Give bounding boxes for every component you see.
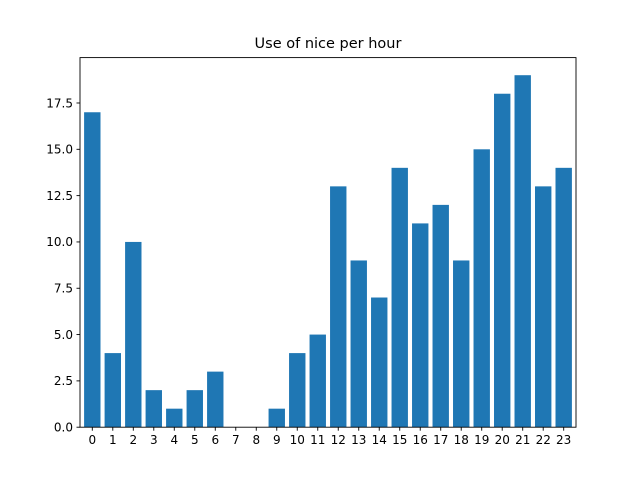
bar-13 xyxy=(350,260,367,428)
y-tick-label-5: 12.5 xyxy=(46,189,73,203)
bar-18 xyxy=(453,260,470,428)
x-tick-label-7: 7 xyxy=(232,433,240,447)
x-tick-label-0: 0 xyxy=(88,433,96,447)
bar-9 xyxy=(268,408,285,428)
x-tick-label-12: 12 xyxy=(331,433,346,447)
bar-2 xyxy=(125,241,142,428)
x-tick-label-16: 16 xyxy=(413,433,428,447)
bar-group xyxy=(84,75,572,428)
x-tick-label-2: 2 xyxy=(129,433,137,447)
bar-12 xyxy=(330,186,347,428)
x-tick-label-4: 4 xyxy=(170,433,178,447)
x-tick-label-1: 1 xyxy=(109,433,117,447)
y-tick-label-1: 2.5 xyxy=(54,374,73,388)
x-tick-label-8: 8 xyxy=(252,433,260,447)
bar-23 xyxy=(555,167,572,428)
x-tick-label-14: 14 xyxy=(372,433,387,447)
bar-19 xyxy=(473,149,490,428)
x-tick-label-10: 10 xyxy=(290,433,305,447)
bar-0 xyxy=(84,112,101,428)
x-tick-label-13: 13 xyxy=(351,433,366,447)
y-tick-label-2: 5.0 xyxy=(54,328,73,342)
x-tick-label-19: 19 xyxy=(474,433,489,447)
y-tick-label-7: 17.5 xyxy=(46,96,73,110)
x-tick-label-20: 20 xyxy=(495,433,510,447)
chart-title: Use of nice per hour xyxy=(255,36,402,52)
y-tick-label-6: 15.0 xyxy=(46,143,73,157)
bar-10 xyxy=(289,353,306,428)
bar-4 xyxy=(166,408,183,428)
bar-21 xyxy=(514,75,531,428)
x-tick-label-11: 11 xyxy=(310,433,325,447)
plot-frame xyxy=(79,57,577,428)
bar-14 xyxy=(371,297,388,428)
y-axis: 0.0 2.5 5.0 7.5 10.0 12.5 15.0 17.5 xyxy=(46,96,80,435)
y-tick-label-0: 0.0 xyxy=(54,421,73,435)
x-tick-label-6: 6 xyxy=(211,433,219,447)
bar-20 xyxy=(494,93,511,428)
y-tick-label-4: 10.0 xyxy=(46,235,73,249)
x-tick-label-18: 18 xyxy=(454,433,469,447)
x-tick-label-21: 21 xyxy=(515,433,530,447)
y-tick-label-3: 7.5 xyxy=(54,282,73,296)
bar-5 xyxy=(186,390,203,428)
bar-16 xyxy=(412,223,429,428)
bar-3 xyxy=(145,390,162,428)
bar-1 xyxy=(104,353,121,428)
x-tick-label-5: 5 xyxy=(191,433,199,447)
bar-11 xyxy=(309,334,326,428)
bar-17 xyxy=(432,204,449,428)
x-tick-label-3: 3 xyxy=(150,433,158,447)
bar-22 xyxy=(535,186,552,428)
bar-6 xyxy=(207,371,224,428)
x-tick-label-15: 15 xyxy=(392,433,407,447)
x-tick-label-17: 17 xyxy=(433,433,448,447)
x-tick-label-9: 9 xyxy=(273,433,281,447)
x-tick-label-22: 22 xyxy=(536,433,551,447)
x-axis: 0 1 2 3 4 5 6 7 8 9 10 11 12 13 14 15 16 17 18 19 20 21 22 23 xyxy=(88,427,571,447)
bar-15 xyxy=(391,167,408,428)
x-tick-label-23: 23 xyxy=(556,433,571,447)
